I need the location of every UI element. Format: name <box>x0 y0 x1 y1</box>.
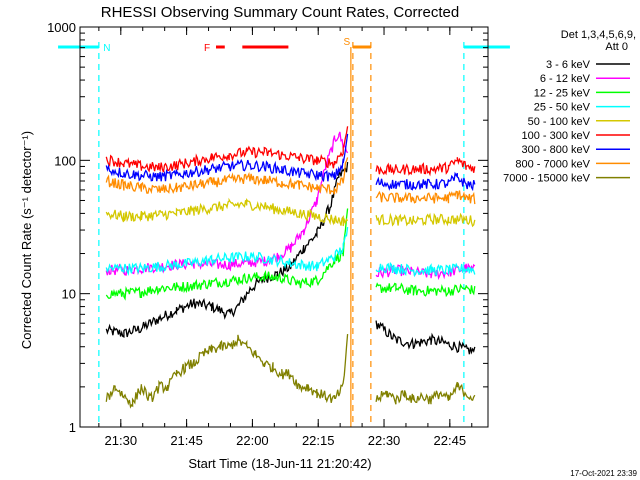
legend-label-2: 12 - 25 keV <box>534 87 591 99</box>
plot-frame <box>79 26 489 428</box>
x-tick-label-3: 22:15 <box>302 433 335 448</box>
legend-label-8: 7000 - 15000 keV <box>503 173 591 185</box>
legend-label-5: 100 - 300 keV <box>522 130 591 142</box>
legend-label-3: 25 - 50 keV <box>534 102 591 114</box>
legend-label-7: 800 - 7000 keV <box>515 158 590 170</box>
series-line-3 <box>105 227 476 278</box>
series-line-2 <box>105 208 476 301</box>
legend-label-0: 3 - 6 keV <box>546 59 591 71</box>
legend-label-4: 50 - 100 keV <box>528 116 591 128</box>
series-line-7 <box>105 157 476 205</box>
series-line-0 <box>105 162 476 355</box>
legend-label-6: 300 - 800 keV <box>522 144 591 156</box>
chart-title: RHESSI Observing Summary Count Rates, Co… <box>101 4 459 21</box>
x-tick-label-0: 21:30 <box>105 433 138 448</box>
y-tick-label-1: 10 <box>62 287 76 302</box>
y-tick-label-0: 1 <box>69 420 76 435</box>
legend-label-1: 6 - 12 keV <box>540 73 591 85</box>
x-tick-label-4: 22:30 <box>368 433 401 448</box>
s-annotation-label: S <box>344 37 351 48</box>
plot-area: N F S 21:30 21:45 22:00 22:15 22:30 22:45 1 10 100 1… <box>47 20 510 448</box>
series-line-8 <box>105 334 476 409</box>
x-tick-label-5: 22:45 <box>434 433 467 448</box>
series-line-4 <box>105 197 476 228</box>
x-tick-label-2: 22:00 <box>236 433 269 448</box>
series-line-5 <box>105 126 476 177</box>
legend-header-attenuator: Att 0 <box>605 41 628 53</box>
y-axis-label: Corrected Count Rate (s⁻¹ detector⁻¹) <box>19 131 34 349</box>
y-tick-label-3: 1000 <box>47 20 76 35</box>
y-tick-label-2: 100 <box>54 153 76 168</box>
legend-header-detectors: Det 1,3,4,5,6,9, <box>561 29 636 41</box>
footer-timestamp: 17-Oct-2021 23:39 <box>570 469 637 478</box>
x-tick-label-1: 21:45 <box>170 433 203 448</box>
x-axis-label: Start Time (18-Jun-11 21:20:42) <box>188 456 371 471</box>
n-annotation-label: N <box>103 43 110 54</box>
series-line-6 <box>105 133 476 192</box>
f-annotation-label: F <box>204 43 210 54</box>
legend: 3 - 6 keV 6 - 12 keV 12 - 25 keV 25 - 50 ke… <box>503 59 630 185</box>
